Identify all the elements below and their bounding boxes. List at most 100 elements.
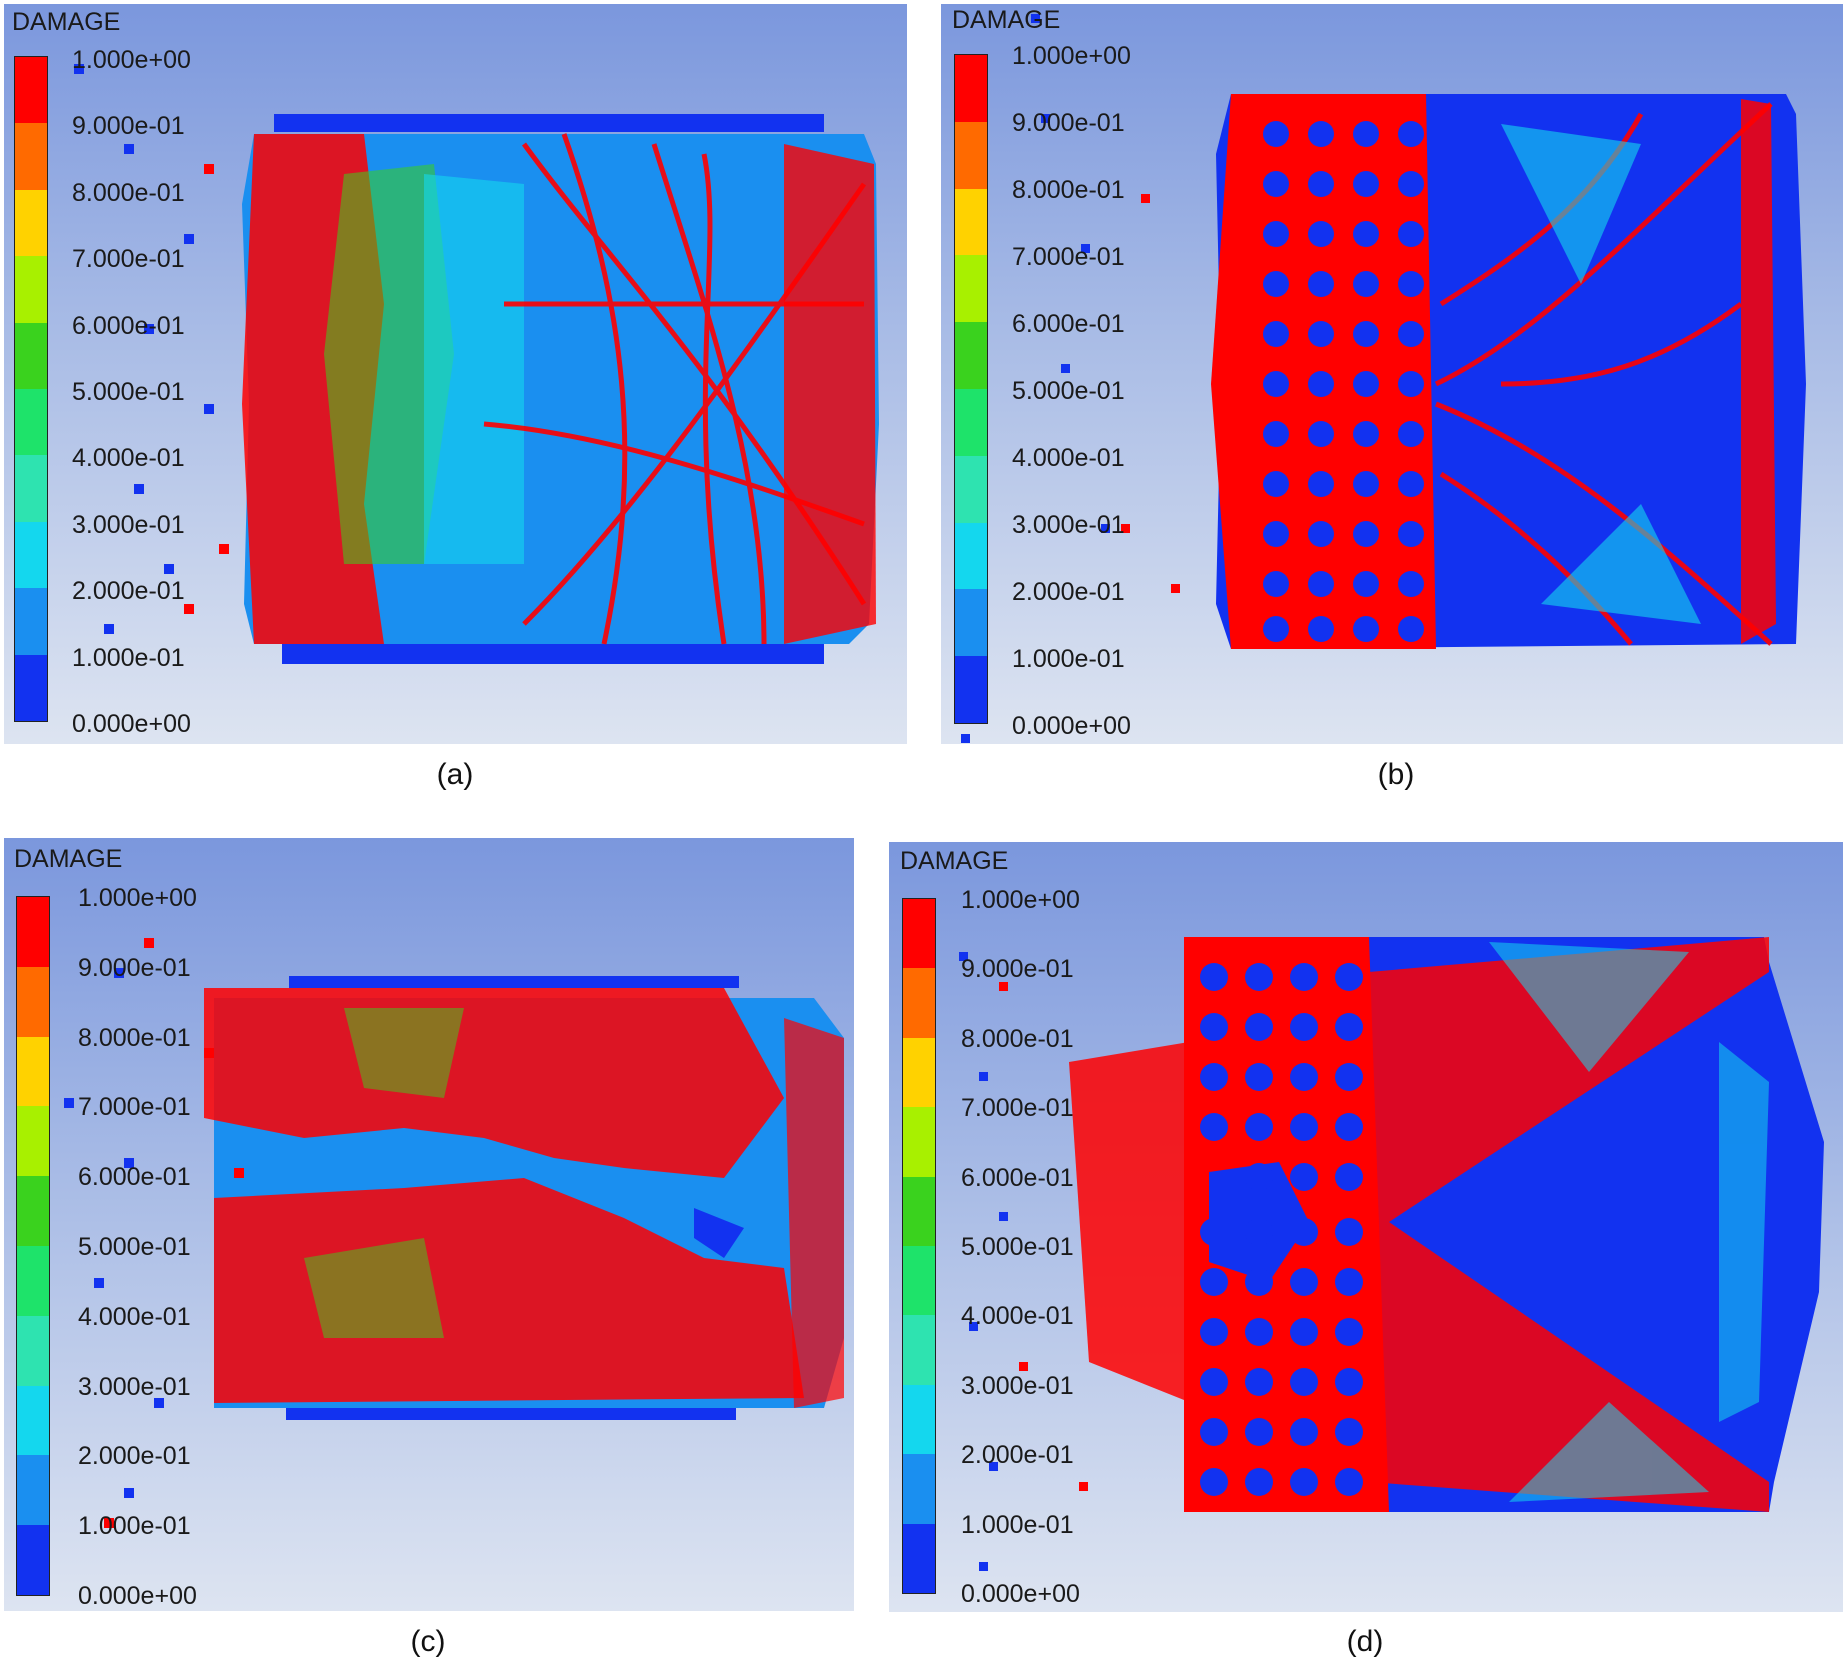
legend-tick-label: 1.000e-01 (1012, 645, 1125, 673)
colorbar-segment (955, 188, 987, 256)
colorbar-segment (903, 1454, 935, 1524)
legend-title-c: DAMAGE (14, 845, 123, 873)
legend-tick-label: 2.000e-01 (1012, 578, 1125, 606)
legend-tick-label: 7.000e-01 (1012, 243, 1125, 271)
colorbar-segment (903, 1315, 935, 1385)
legend-tick-label: 1.000e-01 (78, 1512, 191, 1541)
colorbar-segment (955, 55, 987, 122)
colorbar-segment (17, 1036, 49, 1107)
colorbar-b (954, 54, 988, 724)
legend-tick-label: 3.000e-01 (961, 1371, 1074, 1400)
caption-b: (b) (1377, 758, 1415, 791)
legend-tick-label: 9.000e-01 (72, 112, 185, 141)
colorbar-segment (15, 588, 47, 655)
legend-tick-label: 8.000e-01 (1012, 176, 1125, 204)
colorbar-segment (17, 1455, 49, 1526)
damage-contour-c (64, 938, 844, 1528)
damage-contour-d (959, 937, 1824, 1571)
panel-d (889, 842, 1843, 1612)
colorbar-segment (15, 189, 47, 257)
legend-tick-label: 9.000e-01 (961, 955, 1074, 984)
caption-d: (d) (1346, 1625, 1384, 1658)
legend-tick-label: 8.000e-01 (78, 1023, 191, 1052)
colorbar-segment (15, 123, 47, 190)
legend-tick-label: 8.000e-01 (961, 1024, 1074, 1053)
legend-tick-label: 5.000e-01 (1012, 377, 1125, 405)
legend-tick-label: 9.000e-01 (1012, 109, 1125, 137)
legend-tick-label: 6.000e-01 (1012, 310, 1125, 338)
panel-c (4, 838, 854, 1611)
colorbar-segment (15, 654, 47, 721)
colorbar-segment (955, 121, 987, 189)
colorbar-a (14, 56, 48, 722)
legend-tick-label: 4.000e-01 (961, 1302, 1074, 1331)
colorbar-segment (17, 966, 49, 1037)
legend-tick-label: 0.000e+00 (961, 1580, 1080, 1608)
legend-tick-label: 3.000e-01 (72, 510, 185, 539)
colorbar-segment (955, 388, 987, 456)
legend-tick-label: 5.000e-01 (961, 1233, 1074, 1261)
legend-tick-label: 9.000e-01 (78, 953, 191, 982)
legend-tick-label: 4.000e-01 (72, 444, 185, 473)
colorbar-segment (17, 1385, 49, 1456)
legend-tick-label: 2.000e-01 (961, 1441, 1074, 1470)
colorbar-segment (903, 1384, 935, 1455)
colorbar-segment (15, 256, 47, 323)
colorbar-segment (955, 589, 987, 657)
legend-tick-label: 3.000e-01 (78, 1372, 191, 1401)
damage-contour-b (961, 14, 1806, 743)
colorbar-segment (955, 255, 987, 323)
legend-tick-label: 1.000e+00 (1012, 42, 1131, 70)
legend-tick-label: 4.000e-01 (1012, 444, 1125, 472)
legend-tick-label: 1.000e-01 (961, 1510, 1074, 1539)
legend-tick-label: 1.000e+00 (961, 886, 1080, 914)
colorbar-segment (903, 899, 935, 969)
colorbar-segment (903, 1176, 935, 1246)
colorbar-segment (955, 656, 987, 723)
legend-tick-label: 0.000e+00 (72, 710, 191, 738)
colorbar-segment (15, 322, 47, 389)
colorbar-segment (17, 1176, 49, 1246)
damage-contour-a (74, 64, 879, 664)
colorbar-segment (903, 1523, 935, 1593)
colorbar-segment (955, 322, 987, 389)
colorbar-segment (903, 968, 935, 1038)
colorbar-segment (903, 1037, 935, 1108)
legend-tick-label: 6.000e-01 (78, 1163, 191, 1192)
colorbar-segment (15, 521, 47, 589)
legend-tick-label: 8.000e-01 (72, 178, 185, 207)
legend-tick-label: 1.000e+00 (72, 46, 191, 74)
colorbar-segment (15, 455, 47, 522)
colorbar-segment (17, 1106, 49, 1177)
legend-title-a: DAMAGE (12, 8, 121, 36)
legend-tick-label: 1.000e+00 (78, 884, 197, 912)
caption-a: (a) (436, 758, 474, 791)
colorbar-segment (955, 455, 987, 523)
colorbar-d (902, 898, 936, 1594)
legend-tick-label: 0.000e+00 (1012, 712, 1131, 740)
colorbar-segment (955, 522, 987, 590)
legend-tick-label: 5.000e-01 (72, 378, 185, 406)
colorbar-segment (15, 57, 47, 124)
legend-tick-label: 2.000e-01 (72, 577, 185, 606)
legend-tick-label: 6.000e-01 (961, 1163, 1074, 1192)
colorbar-segment (903, 1107, 935, 1177)
legend-title-b: DAMAGE (952, 6, 1061, 34)
legend-tick-label: 3.000e-01 (1012, 511, 1125, 539)
panel-b (941, 4, 1843, 744)
colorbar-segment (15, 388, 47, 456)
legend-tick-label: 5.000e-01 (78, 1233, 191, 1261)
legend-tick-label: 4.000e-01 (78, 1302, 191, 1331)
legend-tick-label: 7.000e-01 (961, 1094, 1074, 1123)
legend-title-d: DAMAGE (900, 847, 1009, 875)
legend-tick-label: 7.000e-01 (72, 245, 185, 274)
legend-tick-label: 1.000e-01 (72, 643, 185, 672)
panel-a (4, 4, 907, 744)
legend-tick-label: 6.000e-01 (72, 311, 185, 340)
legend-tick-label: 2.000e-01 (78, 1442, 191, 1471)
colorbar-segment (17, 897, 49, 967)
caption-c: (c) (410, 1625, 446, 1658)
legend-tick-label: 7.000e-01 (78, 1093, 191, 1122)
colorbar-segment (903, 1245, 935, 1316)
colorbar-c (16, 896, 50, 1596)
